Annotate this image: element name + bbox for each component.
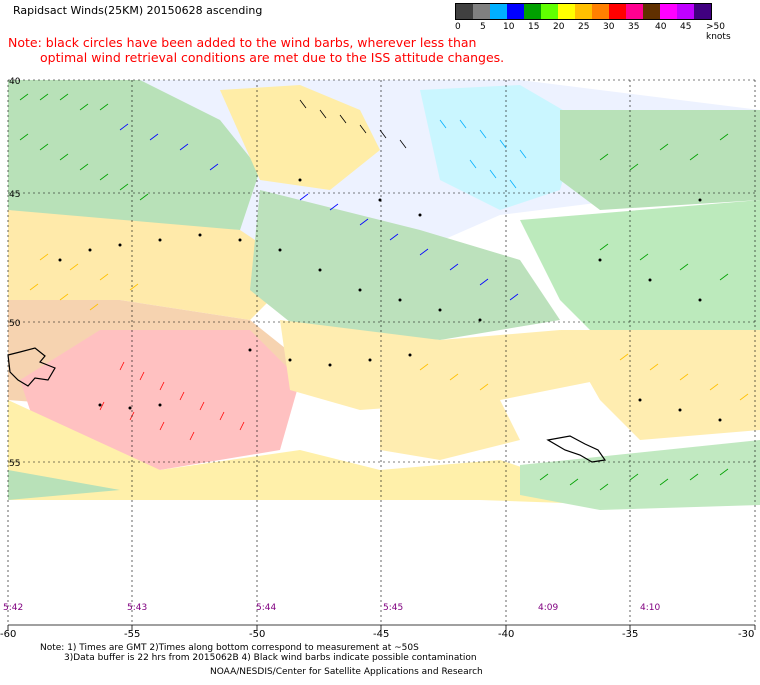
legend-swatch <box>558 4 575 19</box>
legend-swatch <box>677 4 694 19</box>
lat-label-50: 50 <box>9 319 21 329</box>
pass-time: 5:42 <box>3 603 23 613</box>
legend-swatch <box>524 4 541 19</box>
legend-swatch <box>609 4 626 19</box>
lon-tick: -60 <box>0 629 16 640</box>
wind-speed-legend: 0 5 10 15 20 25 30 35 40 45 >50 knots <box>455 3 731 42</box>
frame <box>7 624 756 630</box>
legend-label: 0 <box>455 22 461 32</box>
legend-label: 30 <box>603 22 615 32</box>
legend-label: 5 <box>480 22 486 32</box>
legend-label: 35 <box>628 22 640 32</box>
legend-swatch <box>694 4 711 19</box>
lon-tick: -55 <box>124 629 140 640</box>
legend-label: 40 <box>655 22 667 32</box>
lat-label-45: 45 <box>9 190 20 200</box>
legend-label: >50 knots <box>706 22 731 42</box>
legend-label: 15 <box>528 22 540 32</box>
legend-swatch <box>575 4 592 19</box>
legend-label: 20 <box>553 22 565 32</box>
legend-swatch <box>456 4 473 19</box>
attitude-note: Note: black circles have been added to t… <box>8 35 504 65</box>
legend-swatch <box>592 4 609 19</box>
graticule <box>7 79 756 625</box>
legend-swatch <box>643 4 660 19</box>
legend-swatch <box>626 4 643 19</box>
footnote-line-2: 3)Data buffer is 22 hrs from 2015062B 4)… <box>64 653 477 663</box>
pass-time: 5:44 <box>256 603 276 613</box>
lon-tick: -50 <box>249 629 265 640</box>
wind-swath <box>8 80 760 510</box>
legend-color-bar <box>455 3 712 20</box>
legend-swatch <box>490 4 507 19</box>
lat-label-55: 55 <box>9 459 20 469</box>
note-line-2: optimal wind retrieval conditions are me… <box>40 50 505 65</box>
legend-swatch <box>541 4 558 19</box>
legend-swatch <box>507 4 524 19</box>
lon-tick: -30 <box>738 629 754 640</box>
footnote-line-1: Note: 1) Times are GMT 2)Times along bot… <box>40 643 419 653</box>
land-outline <box>7 347 607 463</box>
lon-tick: -45 <box>373 629 389 640</box>
legend-swatch <box>660 4 677 19</box>
contamination-dots <box>58 178 722 422</box>
map-title: Rapidsact Winds(25KM) 20150628 ascending <box>13 4 263 17</box>
pass-time: 4:09 <box>538 603 558 613</box>
credit-line: NOAA/NESDIS/Center for Satellite Applica… <box>210 667 483 677</box>
pass-time: 5:43 <box>127 603 147 613</box>
legend-label: 45 <box>680 22 692 32</box>
pass-time: 4:10 <box>640 603 660 613</box>
lat-label-40: 40 <box>9 77 21 87</box>
legend-labels: 0 5 10 15 20 25 30 35 40 45 >50 knots <box>455 20 731 42</box>
legend-swatch <box>473 4 490 19</box>
lon-tick: -35 <box>622 629 638 640</box>
note-line-1: Note: black circles have been added to t… <box>8 35 477 50</box>
legend-label: 10 <box>503 22 515 32</box>
pass-time: 5:45 <box>383 603 403 613</box>
legend-label: 25 <box>578 22 590 32</box>
lon-tick: -40 <box>498 629 514 640</box>
